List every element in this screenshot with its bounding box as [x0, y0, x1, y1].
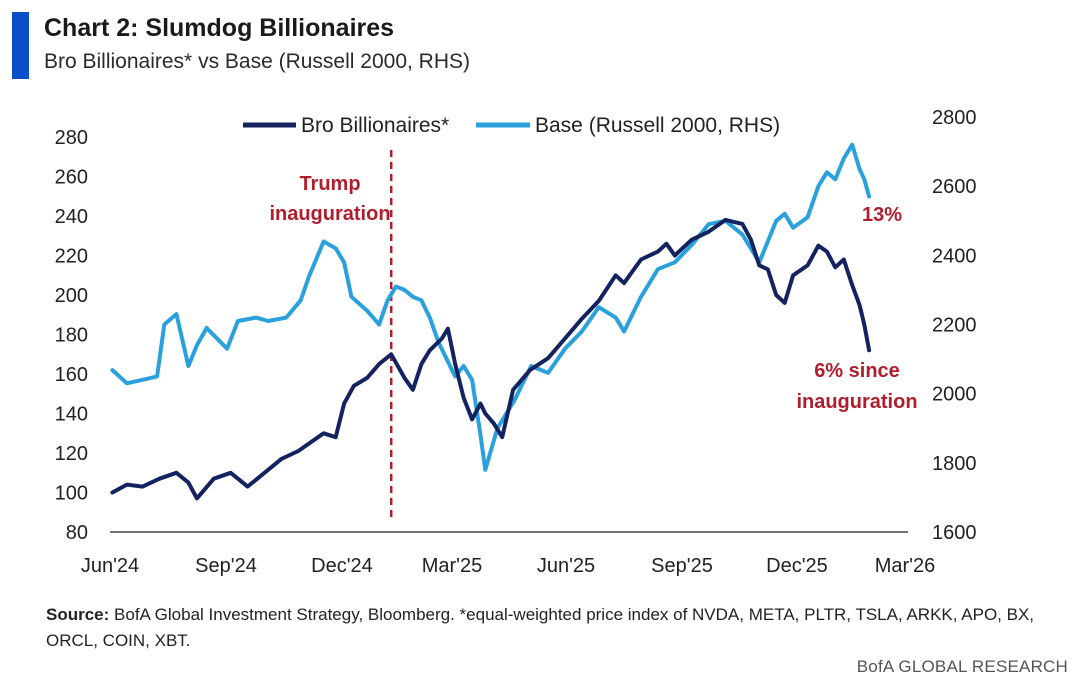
bro-billionaires-line — [110, 217, 872, 501]
y-left-tick-label: 240 — [55, 206, 88, 228]
event-label-line2: inauguration — [269, 203, 390, 225]
y-right-tick-label: 2400 — [932, 245, 977, 267]
y-left-tick-label: 220 — [55, 246, 88, 268]
x-tick-label: Sep'24 — [195, 555, 257, 577]
russell-2000-line — [110, 142, 872, 472]
y-left-tick-label: 120 — [55, 443, 88, 465]
x-tick-label: Jun'25 — [537, 555, 595, 577]
source-text: BofA Global Investment Strategy, Bloombe… — [46, 605, 1035, 650]
x-tick-label: Mar'26 — [875, 555, 936, 577]
y-right-tick-label: 2600 — [932, 176, 977, 198]
legend-label-bro: Bro Billionaires* — [301, 114, 449, 137]
annotation-13pct: 13% — [862, 204, 902, 226]
y-left-tick-label: 260 — [55, 167, 88, 189]
y-left-tick-label: 160 — [55, 364, 88, 386]
legend: Bro Billionaires* Base (Russell 2000, RHS… — [243, 114, 780, 137]
y-right-tick-label: 2800 — [932, 107, 977, 129]
annotation-6pct-line1: 6% since — [814, 360, 900, 382]
line-chart: Jun'24 Sep'24 Dec'24 Mar'25 Jun'25 Sep'25 Dec'… — [55, 107, 977, 577]
x-tick-label: Jun'24 — [81, 555, 139, 577]
event-label-line1: Trump — [299, 173, 360, 195]
annotations: 13% 6% since inauguration — [796, 204, 917, 413]
accent-bar — [12, 12, 29, 79]
source-label: Source: — [46, 605, 110, 624]
y-left-tick-label: 180 — [55, 325, 88, 347]
chart-title: Chart 2: Slumdog Billionaires — [44, 14, 395, 42]
series-lines — [110, 142, 872, 501]
y-right-tick-label: 1800 — [932, 453, 977, 475]
inauguration-event: Trump inauguration — [269, 150, 393, 521]
x-tick-label: Dec'24 — [311, 555, 373, 577]
brand-footer: BofA GLOBAL RESEARCH — [856, 657, 1068, 676]
y-left-tick-label: 200 — [55, 285, 88, 307]
annotation-6pct-line2: inauguration — [796, 391, 917, 413]
x-tick-label: Sep'25 — [651, 555, 713, 577]
y-left-tick-label: 80 — [66, 522, 88, 544]
source-note: Source: BofA Global Investment Strategy,… — [46, 602, 1046, 654]
y-right-tick-label: 2200 — [932, 315, 977, 337]
y-right-tick-label: 2000 — [932, 384, 977, 406]
legend-label-base: Base (Russell 2000, RHS) — [535, 114, 780, 137]
chart-subtitle: Bro Billionaires* vs Base (Russell 2000,… — [44, 50, 470, 73]
x-tick-label: Mar'25 — [422, 555, 483, 577]
y-left-tick-label: 280 — [55, 127, 88, 149]
y-left-tick-label: 140 — [55, 404, 88, 426]
y-right-tick-label: 1600 — [932, 522, 977, 544]
chart-axes: Jun'24 Sep'24 Dec'24 Mar'25 Jun'25 Sep'25 Dec'… — [55, 107, 977, 577]
y-left-tick-label: 100 — [55, 483, 88, 505]
x-tick-label: Dec'25 — [766, 555, 828, 577]
